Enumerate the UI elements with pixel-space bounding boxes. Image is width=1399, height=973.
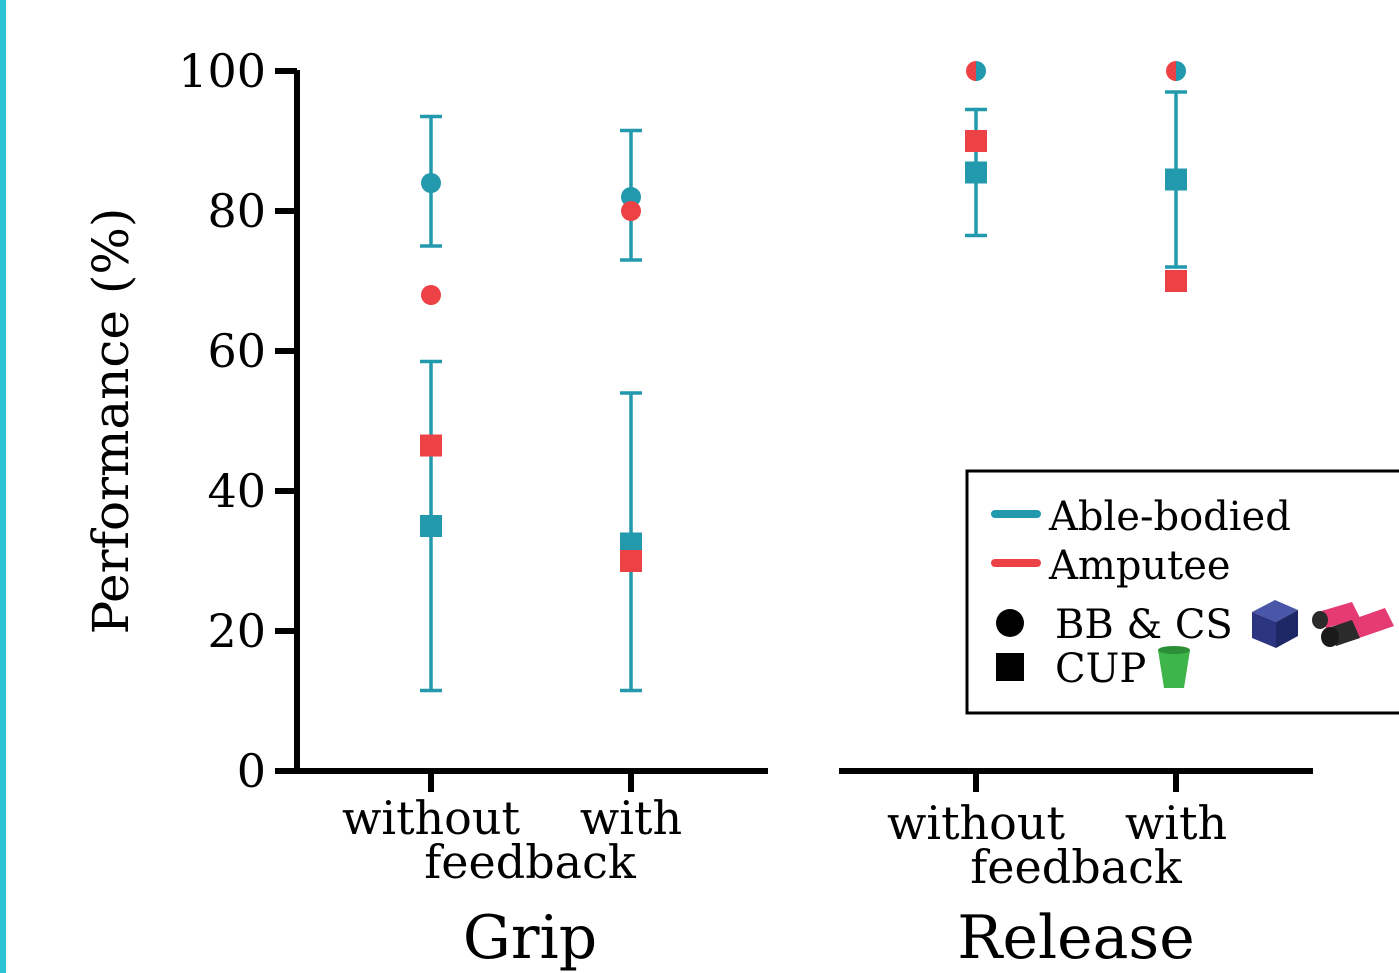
grip-cat-with: with bbox=[580, 791, 682, 845]
y-tick-label: 60 bbox=[207, 324, 266, 378]
release-sublabel: feedback bbox=[970, 840, 1183, 894]
y-ticks: 0 20 40 60 80 100 bbox=[178, 44, 297, 798]
cube-icon bbox=[1252, 600, 1298, 648]
legend: Able-bodied Amputee BB & CS CUP bbox=[965, 469, 1399, 715]
data-point-circle-able-bodied bbox=[1176, 61, 1186, 81]
legend-marker-circle bbox=[996, 609, 1024, 637]
data-point-circle bbox=[621, 201, 641, 221]
data-point-square bbox=[1165, 270, 1187, 292]
y-tick-label: 80 bbox=[207, 184, 266, 238]
legend-label-cup: CUP bbox=[1055, 646, 1146, 692]
data-point-square bbox=[965, 161, 987, 184]
legend-label-amputee: Amputee bbox=[1048, 543, 1231, 589]
y-tick-label: 100 bbox=[178, 44, 266, 98]
data-point-circle-amputee bbox=[1166, 61, 1176, 81]
release-category-labels: without with feedback Release bbox=[887, 796, 1227, 973]
y-axis-title: Performance (%) bbox=[82, 208, 140, 635]
data-point-square bbox=[620, 550, 642, 572]
data-point-square bbox=[420, 434, 442, 457]
cylinders-icon bbox=[1312, 602, 1394, 647]
data-point-square bbox=[620, 532, 642, 555]
left-accent-bar bbox=[0, 0, 6, 973]
x-ticks bbox=[428, 771, 1179, 792]
release-cat-without: without bbox=[887, 796, 1066, 850]
grip-cat-without: without bbox=[342, 791, 521, 845]
release-cat-with: with bbox=[1125, 796, 1227, 850]
legend-marker-square bbox=[996, 653, 1024, 681]
data-markers bbox=[420, 61, 1187, 572]
y-tick-label: 40 bbox=[207, 464, 266, 518]
data-point-square bbox=[965, 130, 987, 152]
cup-icon bbox=[1158, 646, 1190, 688]
data-point-circle bbox=[621, 187, 641, 207]
legend-label-bb-cs: BB & CS bbox=[1055, 602, 1233, 648]
data-point-square bbox=[1165, 168, 1187, 191]
grip-group-label: Grip bbox=[463, 903, 597, 973]
grip-category-labels: without with feedback Grip bbox=[342, 791, 682, 973]
grip-sublabel: feedback bbox=[424, 835, 637, 889]
legend-label-able-bodied: Able-bodied bbox=[1048, 494, 1291, 540]
data-point-circle-able-bodied bbox=[976, 61, 986, 81]
y-tick-label: 0 bbox=[237, 744, 266, 798]
data-point-circle bbox=[421, 285, 441, 305]
data-point-square bbox=[420, 515, 442, 537]
data-point-circle bbox=[421, 173, 441, 193]
data-point-circle-amputee bbox=[966, 61, 976, 81]
axes bbox=[277, 70, 1313, 774]
release-group-label: Release bbox=[957, 903, 1194, 973]
y-tick-label: 20 bbox=[207, 604, 266, 658]
